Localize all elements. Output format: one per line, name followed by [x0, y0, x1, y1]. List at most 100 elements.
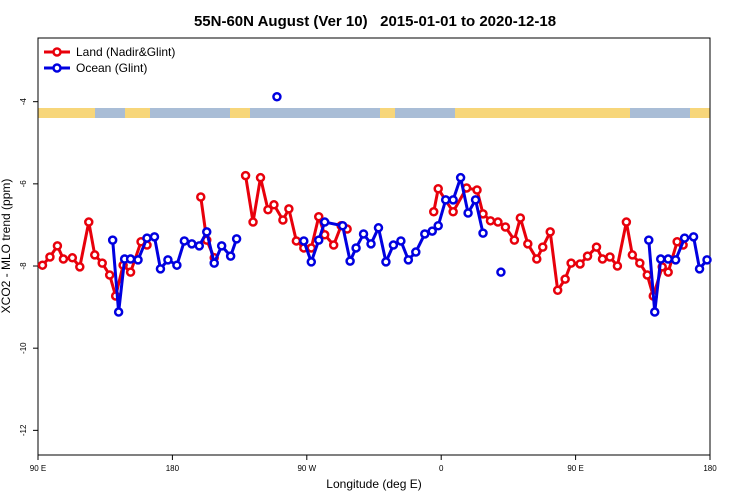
data-point — [209, 258, 219, 268]
data-point — [107, 235, 118, 245]
data-point — [75, 262, 85, 272]
data-point — [231, 234, 242, 244]
data-point — [597, 254, 608, 264]
data-point — [58, 254, 69, 264]
data-point — [299, 236, 309, 246]
x-tick-label: 180 — [703, 464, 717, 473]
y-tick-label: -10 — [19, 342, 28, 354]
map-strip — [38, 108, 710, 118]
legend-marker — [52, 63, 62, 73]
data-point — [337, 221, 348, 231]
data-point — [663, 254, 673, 264]
data-point — [225, 251, 236, 261]
data-point — [269, 200, 279, 210]
data-point — [306, 257, 317, 267]
data-point — [179, 236, 190, 246]
data-point — [313, 211, 324, 222]
data-point — [358, 229, 369, 239]
data-point — [670, 255, 681, 265]
data-point — [427, 226, 437, 236]
y-tick-label: -4 — [19, 98, 28, 106]
data-point — [627, 250, 638, 260]
x-axis-label: Longitude (deg E) — [326, 477, 421, 491]
data-point — [45, 252, 55, 262]
data-point — [448, 195, 458, 205]
x-tick-label: 90 W — [297, 464, 316, 473]
data-point — [644, 235, 654, 245]
y-axis-label: XCO2 - MLO trend (ppm) — [0, 179, 13, 314]
data-point — [496, 267, 506, 277]
data-point — [428, 207, 439, 217]
data-point — [52, 241, 63, 251]
data-point — [470, 195, 481, 205]
data-point — [278, 215, 288, 225]
data-point — [582, 251, 593, 261]
data-point — [433, 184, 443, 194]
data-point — [612, 261, 623, 271]
data-point — [113, 307, 124, 317]
data-point — [566, 258, 576, 268]
data-point — [133, 255, 143, 265]
data-point — [263, 204, 273, 215]
data-point — [125, 267, 136, 277]
data-point — [381, 257, 391, 267]
legend-label: Land (Nadir&Glint) — [76, 45, 175, 59]
data-point — [255, 172, 266, 183]
x-tick-label: 90 E — [30, 464, 46, 473]
data-point — [635, 258, 645, 268]
y-tick-label: -12 — [19, 424, 28, 436]
data-point — [493, 217, 503, 227]
data-point — [702, 255, 712, 265]
map-sea — [95, 108, 125, 118]
data-point — [187, 239, 197, 249]
data-point — [97, 258, 107, 268]
data-point — [172, 260, 182, 270]
data-point — [655, 254, 666, 264]
data-point — [472, 185, 482, 195]
map-sea — [150, 108, 230, 118]
data-point — [478, 228, 488, 238]
data-point — [313, 235, 324, 245]
data-point — [688, 232, 699, 242]
data-point — [694, 264, 705, 274]
data-point — [240, 170, 251, 181]
data-point — [319, 217, 330, 227]
legend-marker — [52, 47, 62, 57]
data-point — [84, 217, 94, 227]
data-point — [621, 217, 632, 227]
data-point — [125, 254, 136, 264]
data-point — [163, 255, 173, 265]
data-point — [532, 254, 542, 264]
data-point — [523, 239, 533, 249]
data-point — [89, 250, 100, 260]
data-point — [194, 241, 205, 251]
data-point — [420, 229, 430, 239]
data-point — [605, 252, 615, 262]
x-tick-label: 90 E — [567, 464, 583, 473]
data-point — [155, 264, 166, 274]
data-point — [455, 172, 466, 183]
data-point — [642, 270, 653, 280]
data-point — [575, 259, 585, 269]
map-sea — [250, 108, 380, 118]
data-point — [196, 192, 206, 202]
data-point — [149, 232, 160, 242]
data-point — [248, 217, 258, 227]
data-point — [649, 307, 660, 317]
y-tick-label: -8 — [19, 262, 28, 270]
data-point — [345, 256, 355, 266]
data-point — [104, 270, 115, 280]
data-point — [37, 260, 48, 270]
data-point — [537, 242, 548, 252]
plot-frame — [37, 37, 711, 456]
data-point — [515, 213, 526, 223]
data-point — [485, 216, 496, 226]
x-tick-label: 180 — [166, 464, 180, 473]
data-point — [552, 285, 563, 296]
data-point — [216, 241, 227, 251]
y-tick-label: -6 — [19, 180, 28, 188]
data-point — [67, 253, 78, 263]
data-point — [284, 204, 294, 214]
data-point — [440, 195, 451, 205]
